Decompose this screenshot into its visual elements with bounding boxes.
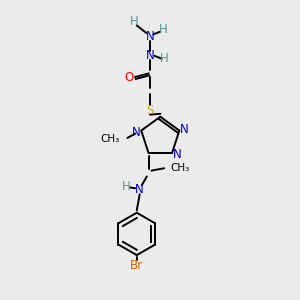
Text: N: N (180, 123, 189, 136)
Text: N: N (132, 125, 140, 139)
Text: N: N (135, 183, 144, 196)
Text: CH₃: CH₃ (100, 134, 119, 144)
Text: Br: Br (130, 259, 143, 272)
Text: CH₃: CH₃ (171, 163, 190, 173)
Text: S: S (146, 104, 154, 117)
Text: N: N (173, 148, 182, 161)
Text: N: N (146, 30, 154, 43)
Text: H: H (129, 15, 138, 28)
Text: O: O (125, 71, 134, 84)
Text: N: N (146, 49, 154, 62)
Text: H: H (122, 180, 131, 193)
Text: H: H (159, 23, 168, 36)
Text: H: H (160, 52, 169, 65)
